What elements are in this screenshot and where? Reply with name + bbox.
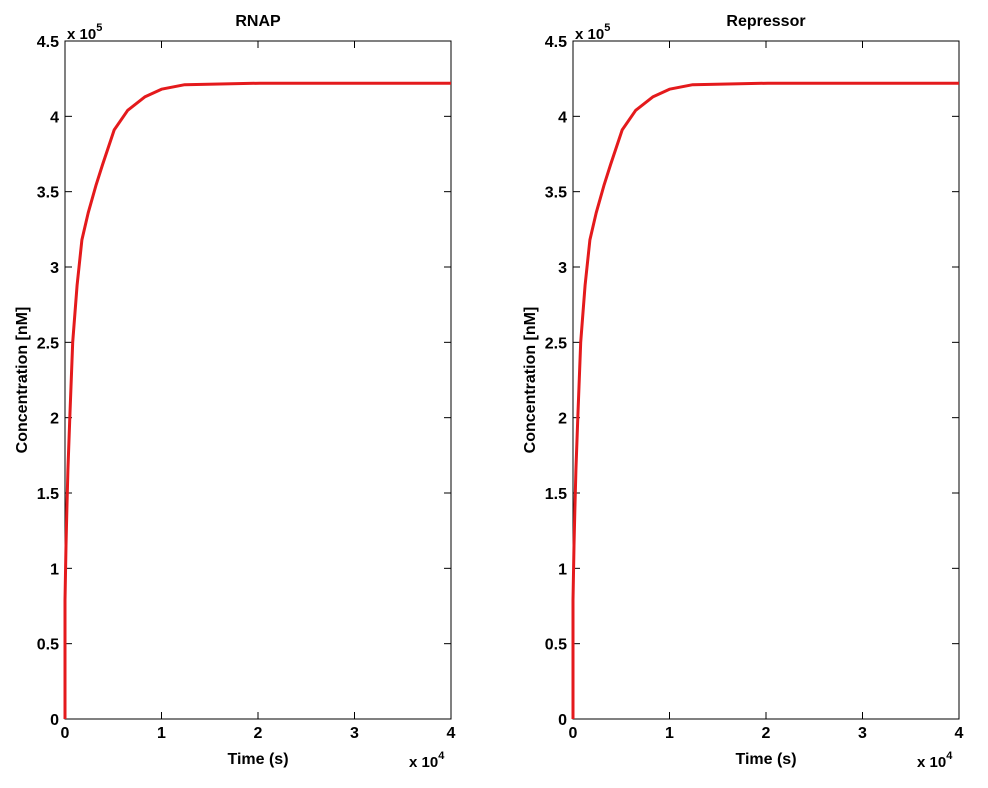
- y-tick-label: 3: [558, 260, 567, 277]
- x-tick-label: 3: [350, 725, 359, 742]
- x-axis-label: Time (s): [227, 751, 288, 768]
- x-tick-label: 1: [665, 725, 674, 742]
- x-exponent-label: x 104: [917, 750, 953, 771]
- subplot-1: 0 1 2 3 4 0 0.5 1 1.5 2 2.5 3 3.5 4 4.5 x 105 x 104 RNAP T…: [14, 13, 456, 771]
- y-tick-label: 3.5: [545, 185, 567, 202]
- y-tick-label: 2: [558, 411, 567, 428]
- y-tick-label: 3.5: [37, 185, 59, 202]
- series-line-rnap: [63, 81, 451, 719]
- y-tick-label: 4.5: [545, 34, 567, 51]
- x-tick-label: 4: [447, 725, 456, 742]
- y-tick-label: 4: [558, 109, 567, 126]
- x-tick-label: 1: [157, 725, 166, 742]
- y-tick-label: 1: [558, 561, 567, 578]
- axes-box: [572, 40, 960, 720]
- x-tick-label: 4: [955, 725, 964, 742]
- y-exponent-label: x 105: [67, 22, 102, 43]
- y-exponent-power: 5: [604, 22, 610, 34]
- x-exponent-power: 4: [946, 750, 953, 762]
- y-exponent-power: 5: [96, 22, 102, 34]
- y-tick-label: 3: [50, 260, 59, 277]
- y-axis-label: Concentration [nM]: [14, 307, 31, 454]
- y-exponent-label: x 105: [575, 22, 610, 43]
- y-tick-label: 0: [50, 712, 59, 729]
- y-tick-label: 2: [50, 411, 59, 428]
- y-tick-label: 1.5: [545, 486, 567, 503]
- y-tick-label: 4: [50, 109, 59, 126]
- y-tick-label: 1.5: [37, 486, 59, 503]
- x-tick-label: 3: [858, 725, 867, 742]
- y-tick-label: 0.5: [37, 637, 59, 654]
- y-tick-label: 1: [50, 561, 59, 578]
- x-tick-label: 0: [569, 725, 578, 742]
- x-exponent-power: 4: [438, 750, 445, 762]
- x-tick-label: 2: [254, 725, 263, 742]
- subplot-2: 0 1 2 3 4 0 0.5 1 1.5 2 2.5 3 3.5 4 4.5 x 105 x 104 Repre…: [522, 13, 964, 771]
- x-exponent-label: x 104: [409, 750, 445, 771]
- y-tick-label: 2.5: [37, 335, 59, 352]
- y-axis-label: Concentration [nM]: [522, 307, 539, 454]
- chart-title: Repressor: [726, 13, 805, 30]
- chart-title: RNAP: [235, 13, 281, 30]
- y-tick-label: 0.5: [545, 637, 567, 654]
- series-line-repressor: [571, 81, 959, 719]
- x-axis-label: Time (s): [735, 751, 796, 768]
- y-tick-label: 4.5: [37, 34, 59, 51]
- y-tick-label: 2.5: [545, 335, 567, 352]
- axes-box: [64, 40, 452, 720]
- y-tick-label: 0: [558, 712, 567, 729]
- x-tick-label: 2: [762, 725, 771, 742]
- x-tick-label: 0: [61, 725, 70, 742]
